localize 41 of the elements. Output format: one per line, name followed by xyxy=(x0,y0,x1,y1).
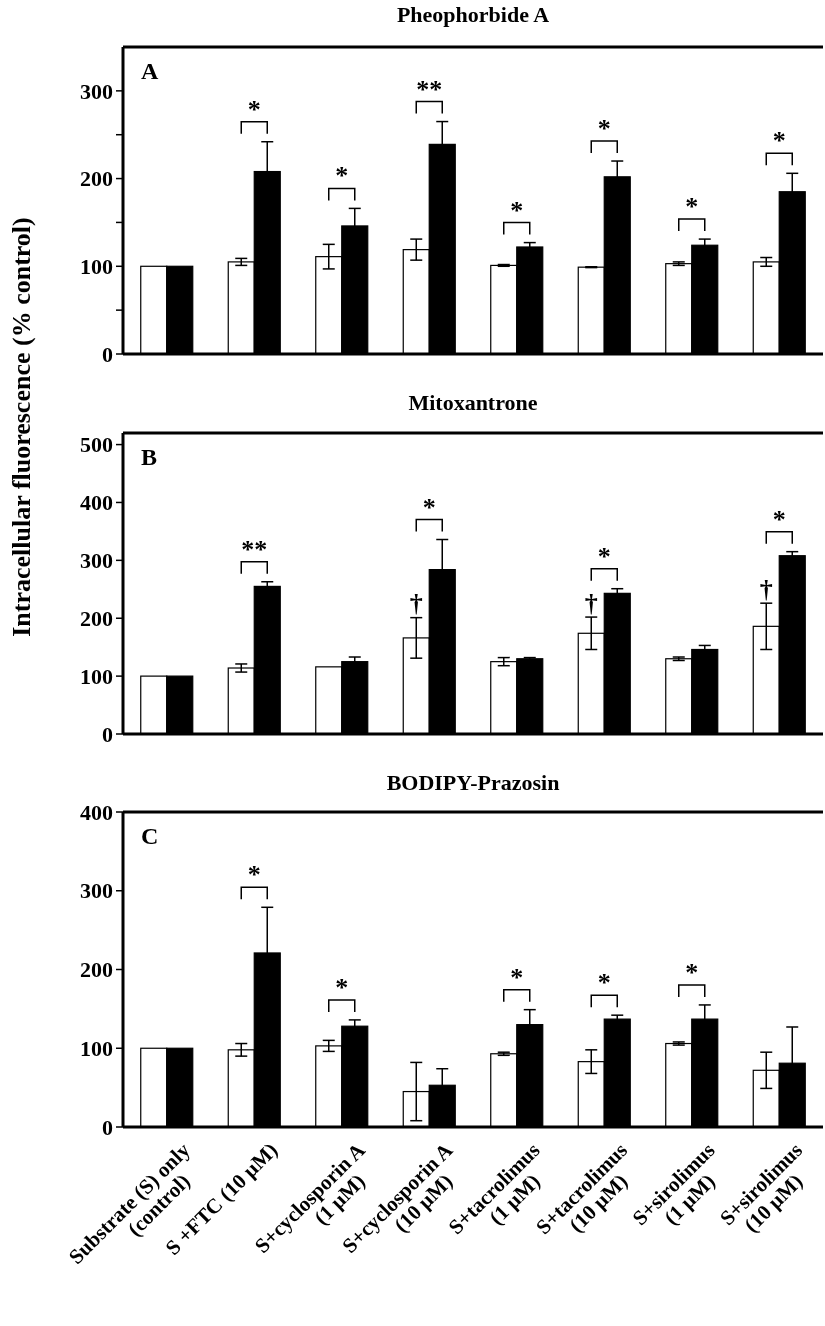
annotation: * xyxy=(247,860,261,890)
y-tick-label: 300 xyxy=(80,548,113,574)
annotation: † xyxy=(584,589,598,619)
annotation: ** xyxy=(241,534,268,564)
annotation: * xyxy=(247,94,261,124)
annotation: * xyxy=(335,972,349,1002)
y-tick-label: 0 xyxy=(102,721,113,747)
y-tick-label: 100 xyxy=(80,253,113,279)
annotation: * xyxy=(422,492,436,522)
annotation: A xyxy=(141,58,159,84)
y-tick-label: 0 xyxy=(102,341,113,367)
annotation: * xyxy=(510,195,524,225)
annotation: † xyxy=(759,574,773,604)
y-tick-label: 200 xyxy=(80,166,113,192)
annotation: * xyxy=(772,126,786,156)
y-tick-label: 100 xyxy=(80,663,113,689)
annotation: * xyxy=(597,541,611,571)
chart-title: Mitoxantrone xyxy=(408,390,538,415)
y-tick-label: 200 xyxy=(80,605,113,631)
y-tick-label: 400 xyxy=(80,799,113,825)
y-tick-label: 300 xyxy=(80,878,113,904)
annotation: * xyxy=(597,114,611,144)
annotation: ** xyxy=(416,74,443,104)
chart-title: BODIPY-Prazosin xyxy=(386,770,560,795)
annotation: C xyxy=(141,823,159,849)
y-tick-label: 200 xyxy=(80,957,113,983)
annotation: * xyxy=(685,192,699,222)
annotation: * xyxy=(772,504,786,534)
annotation: † xyxy=(409,589,423,619)
chart-title: Pheophorbide A xyxy=(396,2,550,27)
y-tick-label: 0 xyxy=(102,1114,113,1140)
y-tick-label: 300 xyxy=(80,78,113,104)
annotation: * xyxy=(685,957,699,987)
y-tick-label: 100 xyxy=(80,1035,113,1061)
y-tick-label: 400 xyxy=(80,490,113,516)
annotation: * xyxy=(597,968,611,998)
y-axis-title: Intracellular fluorescence (% control) xyxy=(7,217,36,637)
annotation: B xyxy=(141,444,158,470)
y-tick-label: 500 xyxy=(80,432,113,458)
annotation: * xyxy=(510,962,524,992)
annotation: * xyxy=(335,161,349,191)
